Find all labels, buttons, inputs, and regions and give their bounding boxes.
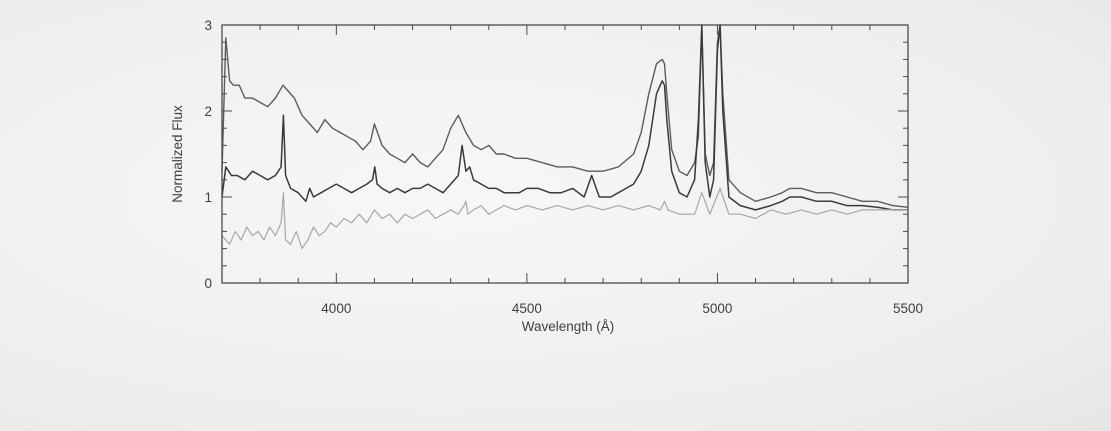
x-tick-label: 5000: [702, 301, 732, 316]
y-axis-label: Normalized Flux: [170, 105, 185, 203]
y-tick-label: 3: [204, 18, 212, 33]
y-tick-label: 0: [204, 276, 212, 291]
y-axis-ticks: 0 1 2 3: [204, 18, 908, 291]
y-tick-label: 2: [204, 104, 212, 119]
x-axis-label: Wavelength (Å): [522, 319, 615, 334]
x-tick-label: 5500: [893, 301, 923, 316]
series-line-1: [221, 24, 909, 208]
x-tick-label: 4500: [512, 301, 542, 316]
series-line-3: [221, 187, 908, 250]
y-tick-label: 1: [204, 190, 212, 205]
x-axis-ticks: 4000 4500 5000 5500: [221, 25, 923, 316]
x-tick-label: 4000: [321, 301, 351, 316]
series-group: [221, 24, 909, 250]
plot-frame: [221, 24, 909, 284]
series-line-2: [221, 24, 908, 211]
